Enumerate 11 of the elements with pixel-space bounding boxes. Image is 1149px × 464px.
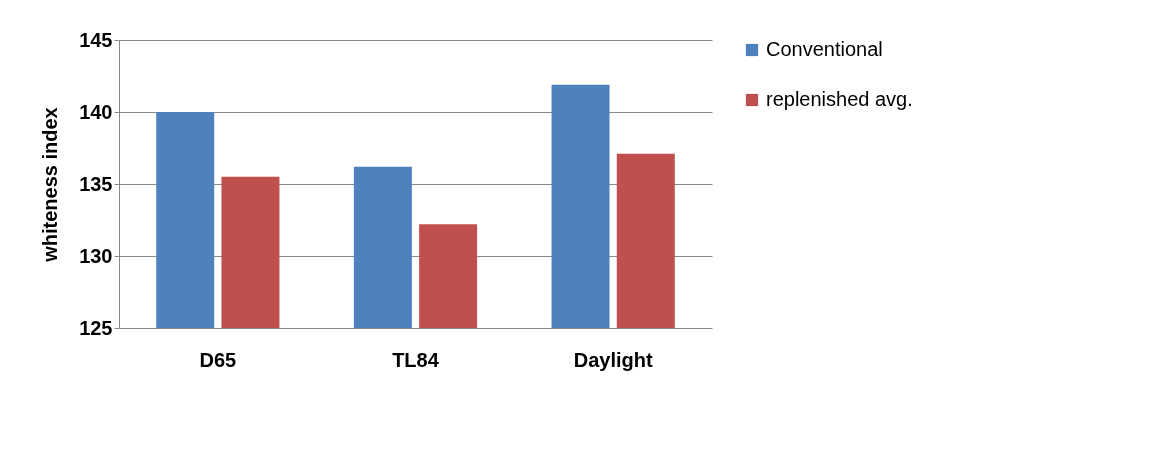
- x-tick-label: D65: [199, 348, 237, 371]
- legend-label: Conventional: [766, 38, 883, 60]
- y-tick-label: 145: [79, 28, 113, 51]
- y-tick-label: 130: [79, 244, 113, 267]
- y-axis-title: whiteness index: [39, 107, 62, 263]
- y-tick-label: 135: [79, 172, 113, 195]
- y-tick-label: 125: [79, 316, 113, 339]
- y-tick-label: 140: [79, 100, 113, 123]
- x-tick-label: TL84: [392, 348, 440, 371]
- legend-label: replenished avg.: [766, 88, 913, 110]
- x-tick-label: Daylight: [573, 348, 653, 371]
